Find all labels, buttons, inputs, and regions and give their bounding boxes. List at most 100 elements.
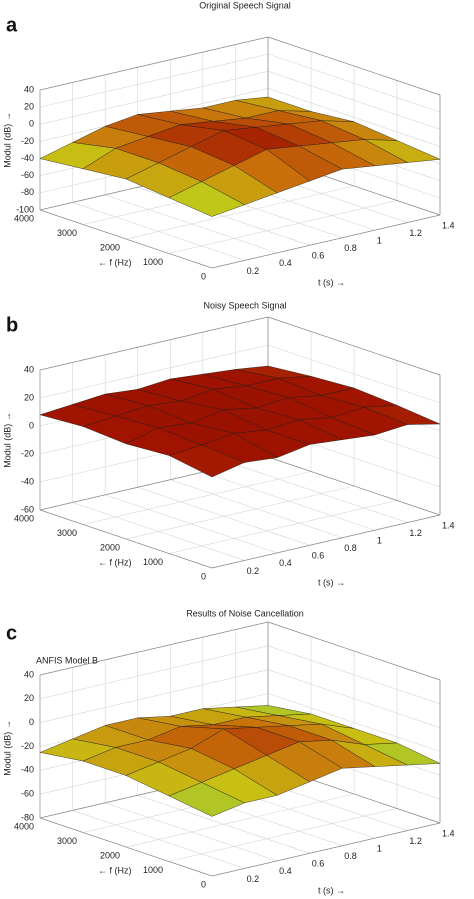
panel: 40 20 0 -20 -40 -60 0.2 0.4 0.6 0.8 1 1.2 1.4 0 1000 20… bbox=[2, 300, 454, 587]
z-tick-label: -60 bbox=[21, 789, 34, 799]
annotation: ANFIS Model B bbox=[36, 655, 98, 665]
x-tick-label: 0.2 bbox=[247, 874, 260, 884]
y-grid-line bbox=[82, 471, 312, 525]
box-edge bbox=[267, 456, 441, 516]
y-axis-label: ← f (Hz) bbox=[98, 865, 132, 875]
y-axis-label: ← f (Hz) bbox=[98, 257, 132, 267]
x-tick-label: 1.4 bbox=[442, 828, 455, 838]
y-tick-label: 3000 bbox=[57, 528, 77, 538]
x-tick-label: 1.2 bbox=[409, 836, 422, 846]
y-tick-label: 2000 bbox=[100, 850, 120, 860]
y-tick-label: 0 bbox=[201, 271, 206, 281]
y-grid-line bbox=[168, 200, 398, 254]
z-tick-label: -60 bbox=[21, 170, 34, 180]
x-tick-label: 0.6 bbox=[312, 859, 325, 869]
y-axis-label: ← f (Hz) bbox=[98, 557, 132, 567]
y-tick-label: 0 bbox=[201, 879, 206, 889]
y-tick-label: 2000 bbox=[100, 542, 120, 552]
z-tick-label: -80 bbox=[21, 187, 34, 197]
x-axis-label: t (s) → bbox=[318, 577, 345, 587]
x-axis-label: t (s) → bbox=[318, 277, 345, 287]
z-tick-label: 0 bbox=[29, 119, 34, 129]
y-grid-line bbox=[168, 808, 398, 862]
z-tick-label: 0 bbox=[29, 717, 34, 727]
box-edge bbox=[39, 621, 269, 676]
y-tick-label: 4000 bbox=[14, 513, 34, 523]
y-tick-label: 0 bbox=[201, 571, 206, 581]
panel-letter: c bbox=[6, 622, 17, 644]
y-tick-label: 4000 bbox=[14, 213, 34, 223]
x-tick-label: 1.2 bbox=[409, 228, 422, 238]
x-tick-label: 1.4 bbox=[442, 520, 455, 530]
chart-title: Original Speech Signal bbox=[199, 0, 291, 10]
x-tick-label: 0.8 bbox=[344, 243, 357, 253]
box-edge bbox=[39, 817, 213, 877]
box-edge bbox=[267, 316, 441, 376]
x-tick-label: 1.2 bbox=[409, 528, 422, 538]
y-tick-label: 1000 bbox=[143, 257, 163, 267]
x-tick-label: 0.2 bbox=[247, 266, 260, 276]
y-tick-label: 3000 bbox=[57, 228, 77, 238]
z-tick-label: 20 bbox=[24, 693, 34, 703]
z-axis-label: Modul (dB) → bbox=[2, 412, 12, 468]
z-tick-label: -100 bbox=[16, 204, 34, 214]
box-edge bbox=[211, 822, 441, 877]
x-tick-label: 0.6 bbox=[312, 551, 325, 561]
x-tick-label: 0.2 bbox=[247, 566, 260, 576]
x-tick-label: 0.4 bbox=[279, 558, 292, 568]
chart-title: Noisy Speech Signal bbox=[203, 300, 286, 310]
panel: 40 20 0 -20 -40 -60 -80 0.2 0.4 0.6 0.8 1 1.2 1.4 0 100… bbox=[2, 608, 454, 895]
box-edge bbox=[211, 514, 441, 569]
chart-title: Results of Noise Cancellation bbox=[186, 608, 304, 618]
box-edge bbox=[267, 621, 441, 681]
y-grid-line bbox=[125, 185, 355, 240]
y-tick-label: 1000 bbox=[143, 557, 163, 567]
z-tick-label: -40 bbox=[21, 153, 34, 163]
box-edge bbox=[39, 209, 213, 269]
surface-patch bbox=[168, 181, 246, 217]
box-edge bbox=[39, 316, 269, 371]
box-edge bbox=[211, 214, 441, 269]
z-tick-label: -40 bbox=[21, 765, 34, 775]
z-tick-label: 40 bbox=[24, 84, 34, 94]
x-tick-label: 1 bbox=[377, 536, 382, 546]
y-grid-line bbox=[168, 500, 398, 554]
panel: 40 20 0 -20 -40 -60 -80 -100 0.2 0.4 0.6 0.8 1 1.2 1.4… bbox=[2, 0, 454, 287]
y-tick-label: 1000 bbox=[143, 865, 163, 875]
z-axis-label: Modul (dB) → bbox=[2, 112, 12, 168]
z-grid-line bbox=[39, 344, 269, 399]
z-tick-label: -80 bbox=[21, 812, 34, 822]
z-grid-line bbox=[39, 669, 269, 723]
z-tick-label: -20 bbox=[21, 448, 34, 458]
x-tick-label: 0.8 bbox=[344, 851, 357, 861]
box-edge bbox=[39, 509, 213, 569]
z-tick-label: 20 bbox=[24, 102, 34, 112]
x-tick-label: 0.6 bbox=[312, 251, 325, 261]
z-tick-label: 40 bbox=[24, 364, 34, 374]
z-tick-label: -20 bbox=[21, 741, 34, 751]
z-axis-label: Modul (dB) → bbox=[2, 720, 12, 776]
z-tick-label: 0 bbox=[29, 420, 34, 430]
x-tick-label: 0.4 bbox=[279, 258, 292, 268]
panel-letter: b bbox=[6, 314, 18, 336]
z-tick-label: -20 bbox=[21, 136, 34, 146]
z-tick-label: -40 bbox=[21, 476, 34, 486]
y-tick-label: 3000 bbox=[57, 836, 77, 846]
y-tick-label: 4000 bbox=[14, 821, 34, 831]
z-grid-line bbox=[39, 70, 269, 125]
x-tick-label: 1.4 bbox=[442, 220, 455, 230]
y-grid-line bbox=[125, 793, 355, 848]
z-grid-line bbox=[39, 53, 269, 108]
surface-patch bbox=[168, 782, 246, 817]
surface-patch bbox=[168, 444, 246, 478]
box-edge bbox=[39, 36, 269, 91]
x-axis-label: t (s) → bbox=[318, 885, 345, 895]
y-tick-label: 2000 bbox=[100, 242, 120, 252]
x-tick-label: 0.4 bbox=[279, 866, 292, 876]
x-tick-label: 0.8 bbox=[344, 543, 357, 553]
panel-letter: a bbox=[6, 14, 18, 36]
box-edge bbox=[267, 36, 441, 96]
z-grid-line bbox=[39, 645, 269, 700]
x-tick-label: 1 bbox=[377, 844, 382, 854]
y-grid-line bbox=[125, 485, 355, 540]
